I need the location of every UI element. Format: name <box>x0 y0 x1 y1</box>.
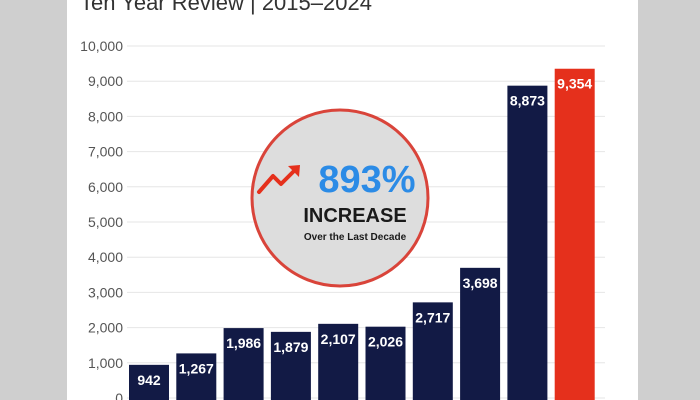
bar-2022 <box>460 267 501 400</box>
bar-labels: 942 1,267 1,986 1,879 2,107 2,026 2,717 3,698 8,… <box>137 76 592 388</box>
y-tick-label: 8,000 <box>88 108 123 124</box>
bar-2017 <box>223 328 264 400</box>
bar-label-2024: 9,354 <box>557 76 592 92</box>
bar-label-2016: 1,267 <box>179 360 214 376</box>
bar-2018 <box>270 331 311 400</box>
bar-label-2019: 2,107 <box>321 331 356 347</box>
y-tick-label: 0 <box>115 390 123 400</box>
y-tick-label: 9,000 <box>88 73 123 89</box>
callout-subtitle: Over the Last Decade <box>304 232 407 243</box>
bar-2020 <box>365 326 406 400</box>
bar-label-2021: 2,717 <box>415 309 450 325</box>
y-tick-label: 5,000 <box>88 214 123 230</box>
y-tick-label: 10,000 <box>80 38 123 54</box>
y-axis-ticks: 0 1,000 2,000 3,000 4,000 5,000 6,000 7,000 8,00… <box>80 38 123 400</box>
bar-2021 <box>412 302 453 400</box>
y-tick-label: 2,000 <box>88 320 123 336</box>
bar-2024 <box>554 68 595 400</box>
callout-circle <box>250 108 430 288</box>
bar-label-2022: 3,698 <box>463 275 498 291</box>
chart-card: Ten Year Review | 2015–2024 0 1,000 2,000 3… <box>67 0 638 400</box>
bar-2023 <box>507 85 548 400</box>
bar-label-2018: 1,879 <box>273 339 308 355</box>
bar-2016 <box>176 353 217 400</box>
y-tick-label: 1,000 <box>88 355 123 371</box>
bar-label-2015: 942 <box>137 372 161 388</box>
bar-label-2020: 2,026 <box>368 334 403 350</box>
callout: 893% INCREASE Over the Last Decade <box>250 108 430 288</box>
callout-percent: 893% <box>318 159 415 201</box>
callout-word: INCREASE <box>303 205 406 227</box>
y-tick-label: 4,000 <box>88 249 123 265</box>
y-tick-label: 7,000 <box>88 144 123 160</box>
trend-arrow-icon <box>257 165 300 194</box>
bar-2015 <box>129 364 169 400</box>
y-tick-label: 6,000 <box>88 179 123 195</box>
bars <box>129 68 595 400</box>
chart-title: Ten Year Review | 2015–2024 <box>80 0 372 15</box>
bar-2019 <box>318 323 359 400</box>
bar-label-2023: 8,873 <box>510 93 545 109</box>
bar-label-2017: 1,986 <box>226 335 261 351</box>
bar-chart: 0 1,000 2,000 3,000 4,000 5,000 6,000 7,000 8,00… <box>80 38 605 400</box>
y-tick-label: 3,000 <box>88 284 123 300</box>
